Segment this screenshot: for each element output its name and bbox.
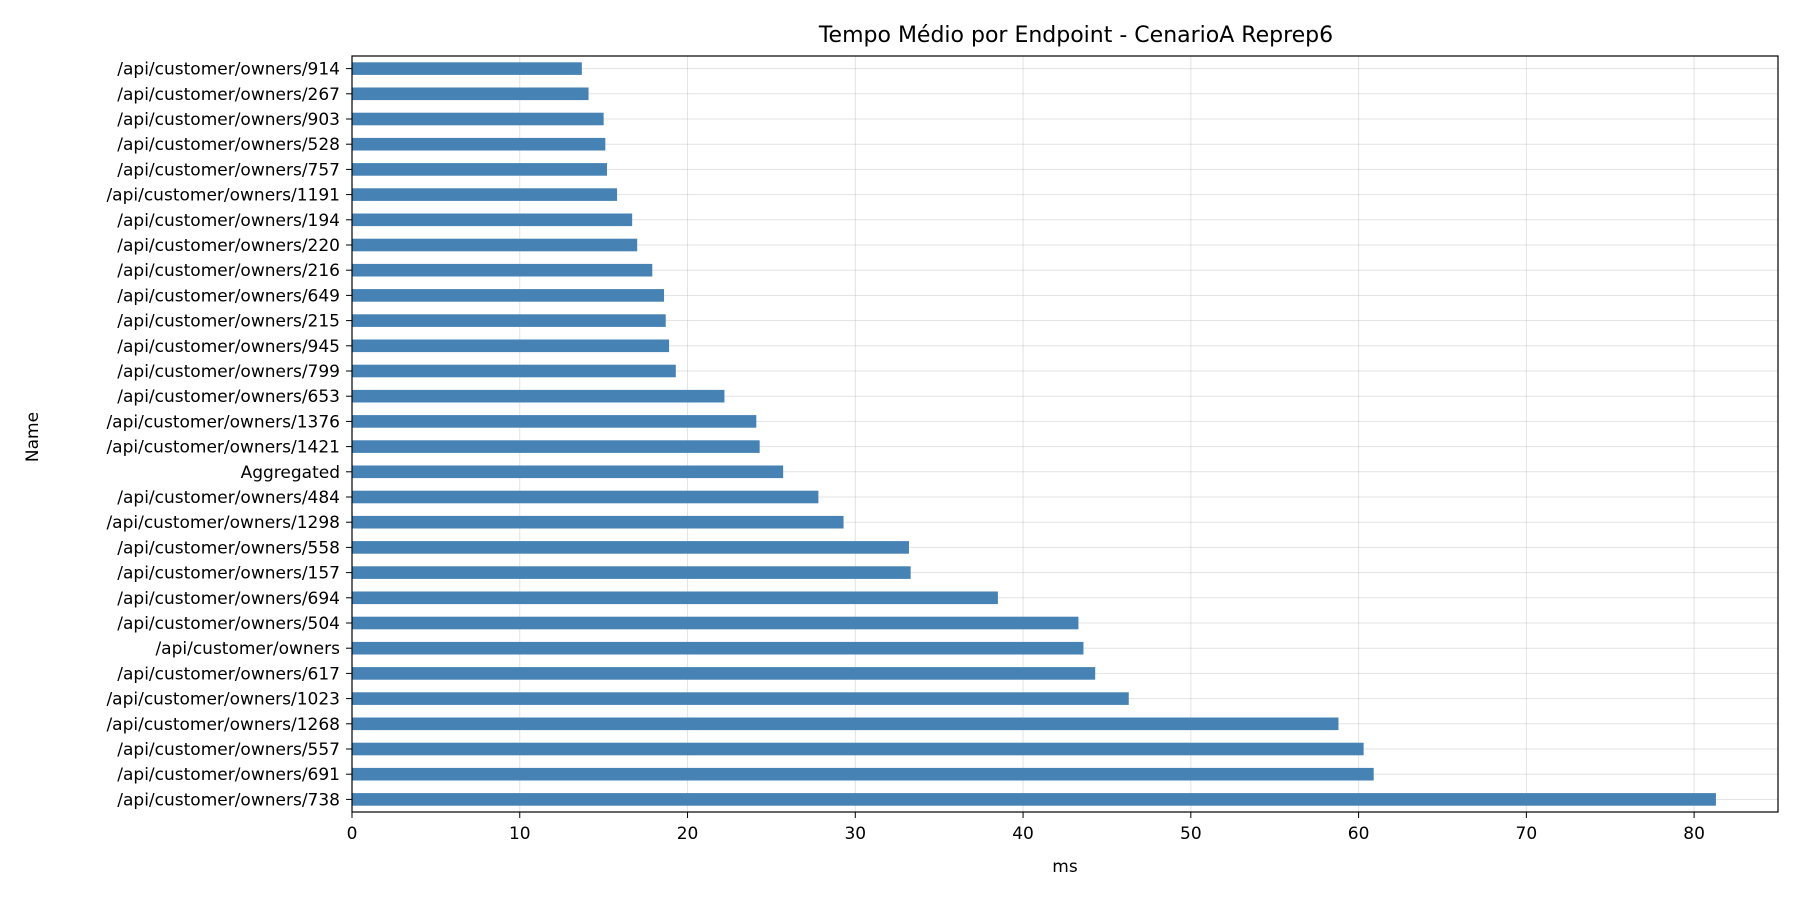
- y-tick-label: /api/customer/owners/914: [117, 60, 340, 80]
- y-tick-label: /api/customer/owners/484: [117, 488, 340, 508]
- bar: [352, 616, 1079, 630]
- bar: [352, 263, 653, 277]
- x-tick-label: 60: [1348, 824, 1370, 844]
- y-tick-label: /api/customer/owners/1298: [106, 513, 340, 533]
- y-axis-ticks: /api/customer/owners/914/api/customer/ow…: [106, 60, 352, 810]
- plot-frame: [351, 55, 1779, 813]
- bar: [352, 238, 638, 252]
- bar: [352, 87, 589, 101]
- x-axis-ticks: 0 10 20 30 40 50 60 70 80: [347, 812, 1705, 844]
- y-tick-label: /api/customer/owners/267: [117, 85, 340, 105]
- y-tick-label: /api/customer/owners/504: [117, 614, 340, 634]
- y-tick-label: /api/customer/owners/157: [117, 564, 340, 584]
- bar: [352, 440, 760, 453]
- y-tick-label: /api/customer/owners/653: [117, 387, 340, 407]
- y-tick-label: /api/customer/owners/557: [117, 740, 340, 760]
- y-tick-label: /api/customer/owners/194: [117, 211, 340, 231]
- bar: [352, 213, 633, 227]
- y-tick-label: /api/customer/owners/1191: [106, 186, 340, 206]
- y-tick-label: /api/customer/owners/1023: [106, 690, 340, 710]
- bar: [352, 515, 844, 529]
- y-tick-label: Aggregated: [241, 463, 340, 483]
- x-axis-label: ms: [1052, 857, 1078, 877]
- y-tick-label: /api/customer/owners/220: [117, 236, 340, 256]
- y-tick-label: /api/customer/owners/799: [117, 362, 340, 382]
- bar: [352, 641, 1084, 655]
- bar: [352, 566, 911, 579]
- bar: [352, 667, 1096, 680]
- bar: [352, 490, 819, 504]
- x-tick-label: 80: [1683, 824, 1705, 844]
- chart-title: Tempo Médio por Endpoint - CenarioA Repr…: [818, 23, 1333, 48]
- bar: [352, 314, 666, 327]
- y-tick-label: /api/customer/owners/558: [117, 538, 340, 558]
- bar: [352, 62, 582, 75]
- bar: [352, 717, 1339, 731]
- y-tick-label: /api/customer/owners/617: [117, 664, 340, 684]
- bar: [352, 541, 909, 554]
- y-tick-label: /api/customer/owners/649: [117, 286, 340, 306]
- y-axis-label: Name: [23, 412, 43, 462]
- y-tick-label: /api/customer/owners/1376: [106, 412, 340, 432]
- y-tick-label: /api/customer/owners/757: [117, 160, 340, 180]
- x-tick-label: 70: [1516, 824, 1538, 844]
- y-tick-label: /api/customer/owners/738: [117, 790, 340, 810]
- y-tick-label: /api/customer/owners: [155, 639, 340, 659]
- bar: [352, 364, 676, 378]
- bar: [352, 137, 606, 151]
- y-tick-label: /api/customer/owners/216: [117, 261, 340, 281]
- bars: [352, 62, 1716, 806]
- y-tick-label: /api/customer/owners/215: [117, 312, 340, 332]
- bar: [352, 465, 784, 479]
- x-tick-label: 50: [1180, 824, 1202, 844]
- x-tick-label: 30: [844, 824, 866, 844]
- bar: [352, 767, 1374, 781]
- y-tick-label: /api/customer/owners/945: [117, 337, 340, 357]
- x-tick-label: 20: [677, 824, 699, 844]
- bar: [352, 112, 604, 126]
- x-tick-label: 0: [347, 824, 358, 844]
- y-tick-label: /api/customer/owners/694: [117, 589, 340, 609]
- bar: [352, 793, 1716, 806]
- y-tick-label: /api/customer/owners/1421: [106, 438, 340, 458]
- bar: [352, 163, 608, 176]
- y-tick-label: /api/customer/owners/528: [117, 135, 340, 155]
- bar: [352, 591, 998, 605]
- y-tick-label: /api/customer/owners/903: [117, 110, 340, 130]
- x-tick-label: 10: [509, 824, 531, 844]
- bar: [352, 742, 1364, 756]
- bar: [352, 415, 757, 428]
- bar: [352, 188, 618, 201]
- bar: [352, 389, 725, 403]
- y-tick-label: /api/customer/owners/691: [117, 765, 340, 785]
- bar: [352, 339, 670, 353]
- bar: [352, 289, 665, 302]
- x-tick-label: 40: [1012, 824, 1034, 844]
- bar: [352, 692, 1129, 705]
- y-tick-label: /api/customer/owners/1268: [106, 715, 340, 735]
